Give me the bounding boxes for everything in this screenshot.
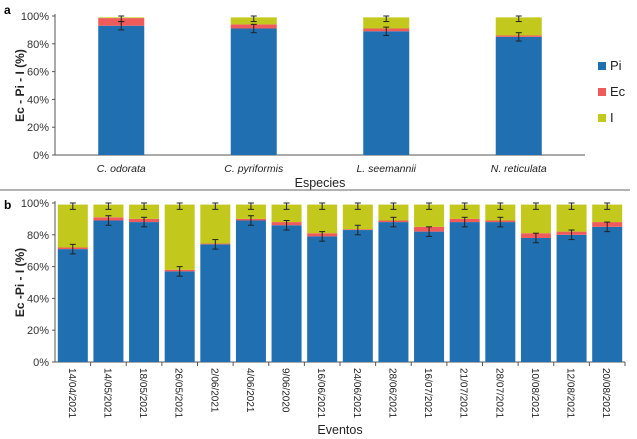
- bar-i: [57, 204, 88, 248]
- legend-swatch-ec: [598, 88, 606, 96]
- bar-i: [93, 204, 124, 218]
- x-axis-title: Eventos: [317, 423, 362, 437]
- legend-label-ec: Ec: [610, 84, 626, 99]
- x-tick-label: 9/06/2020: [280, 368, 291, 413]
- y-axis-title: Ec -Pi - I (%): [13, 248, 27, 317]
- x-tick-label: 2/06/2021: [208, 368, 219, 413]
- bar-i: [449, 204, 480, 219]
- bar-i: [363, 17, 410, 29]
- bar-pi: [235, 220, 266, 362]
- bar-i: [414, 204, 445, 227]
- x-tick-label: 28/07/2021: [493, 368, 504, 418]
- x-tick-label: 14/04/2021: [66, 368, 77, 418]
- bar-pi: [485, 222, 516, 362]
- x-tick-label: 28/06/2021: [386, 368, 397, 418]
- bar-i: [592, 204, 623, 223]
- y-tick-label: 0%: [33, 150, 49, 162]
- x-tick-label: 16/07/2021: [422, 368, 433, 418]
- bar-pi: [230, 28, 277, 155]
- x-tick-label: 10/08/2021: [529, 368, 540, 418]
- x-tick-label: 14/05/2021: [101, 368, 112, 418]
- chart-a: 0% 20% 40% 60% 80% 100% Ec - Pi - I (%) C. odor…: [13, 11, 626, 190]
- x-tick-label: 21/07/2021: [458, 368, 469, 418]
- bar-i: [164, 204, 195, 270]
- y-axis-title: Ec - Pi - I (%): [13, 49, 27, 122]
- bar-pi: [556, 234, 587, 362]
- bar-pi: [98, 25, 145, 156]
- panel-label-b: b: [4, 198, 11, 212]
- bar-pi: [520, 237, 551, 362]
- y-tick-label: 80%: [27, 230, 49, 242]
- y-tick-label: 60%: [27, 262, 49, 274]
- bar-pi: [592, 226, 623, 362]
- x-tick-label: C. pyriformis: [224, 163, 284, 175]
- bar-pi: [93, 220, 124, 362]
- bar-pi: [449, 222, 480, 362]
- bar-pi: [307, 236, 338, 362]
- y-tick-label: 20%: [27, 122, 49, 134]
- y-tick-label: 20%: [27, 325, 49, 337]
- chart-b: 0% 20% 40% 60% 80% 100% Ec -Pi - I (%) 14/04/20…: [13, 198, 626, 437]
- legend-swatch-pi: [598, 62, 606, 70]
- y-tick-label: 40%: [27, 94, 49, 106]
- x-tick-label: 20/08/2021: [600, 368, 611, 418]
- x-tick-label: 12/08/2021: [565, 368, 576, 418]
- x-tick-label: 24/06/2021: [351, 368, 362, 418]
- bar-pi: [342, 230, 373, 362]
- x-tick-label: 16/06/2021: [315, 368, 326, 418]
- bar-pi: [271, 225, 302, 362]
- bar-pi: [363, 31, 410, 155]
- x-tick-label: C. odorata: [97, 163, 146, 175]
- x-tick-label: 18/05/2021: [137, 368, 148, 418]
- bar-i: [271, 204, 302, 223]
- y-tick-label: 100%: [21, 11, 49, 23]
- bar-pi: [200, 244, 231, 362]
- bar-pi: [378, 222, 409, 362]
- bar-i: [378, 204, 409, 221]
- bar-pi: [129, 222, 160, 362]
- legend-swatch-i: [598, 114, 606, 122]
- bar-pi: [164, 271, 195, 362]
- x-tick-label: 4/06/2021: [244, 368, 255, 413]
- bar-pi: [57, 249, 88, 362]
- y-tick-label: 40%: [27, 293, 49, 305]
- y-tick-label: 80%: [27, 39, 49, 51]
- x-axis-title: Especies: [295, 176, 346, 190]
- y-tick-label: 100%: [21, 198, 49, 210]
- y-tick-label: 0%: [33, 357, 49, 369]
- x-tick-label: L. seemannii: [356, 163, 416, 175]
- x-tick-label: 26/05/2021: [173, 368, 184, 418]
- panel-label-a: a: [4, 3, 11, 17]
- x-tick-label: N. reticulata: [491, 163, 547, 175]
- bar-pi: [414, 231, 445, 362]
- bar-i: [485, 204, 516, 221]
- legend-label-pi: Pi: [610, 58, 622, 73]
- legend-label-i: I: [610, 110, 614, 125]
- bar-i: [200, 204, 231, 244]
- bar-i: [495, 17, 542, 36]
- bar-i: [235, 204, 266, 219]
- bar-i: [129, 204, 160, 219]
- bar-pi: [495, 36, 542, 155]
- y-tick-label: 60%: [27, 67, 49, 79]
